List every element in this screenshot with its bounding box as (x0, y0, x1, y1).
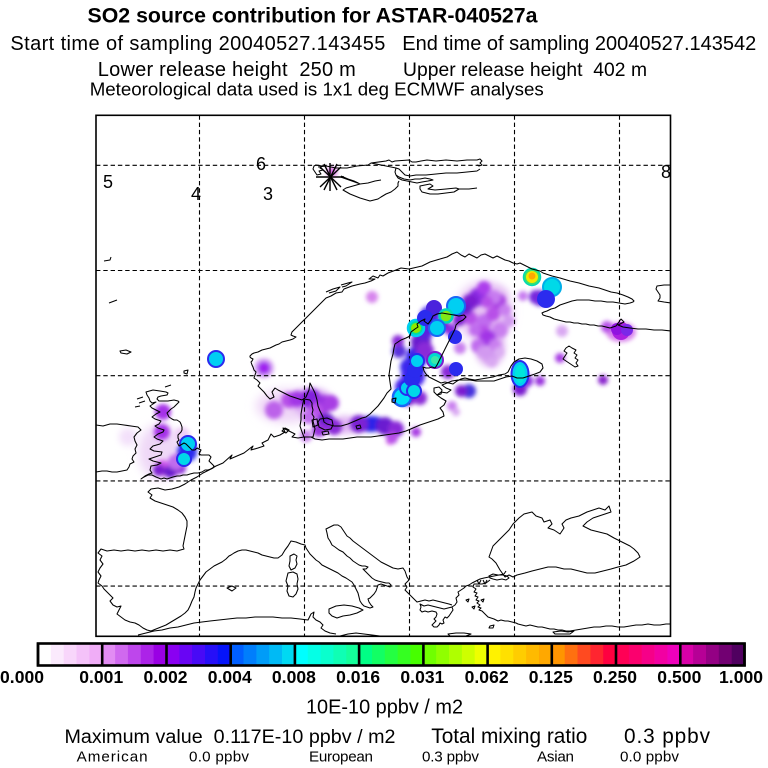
svg-text:0.0 ppbv: 0.0 ppbv (189, 749, 249, 766)
svg-text:Maximum value 0.117E-10 ppbv: Maximum value 0.117E-10 ppbv / m2 (65, 726, 396, 748)
svg-text:10E-10 ppbv / m2: 10E-10 ppbv / m2 (306, 697, 463, 719)
svg-text:American: American (77, 749, 148, 766)
svg-text:End time of sampling 20040527.: End time of sampling 20040527.143542 (402, 33, 756, 55)
svg-text:3: 3 (263, 184, 273, 204)
svg-text:0.125: 0.125 (529, 667, 573, 687)
svg-text:Start time of sampling 2004052: Start time of sampling 20040527.143455 (10, 33, 385, 55)
svg-text:0.002: 0.002 (144, 667, 188, 687)
svg-text:0.3 ppbv: 0.3 ppbv (624, 725, 711, 748)
svg-text:0.001: 0.001 (79, 667, 123, 687)
svg-text:0.500: 0.500 (657, 667, 701, 687)
svg-text:0.016: 0.016 (336, 667, 380, 687)
svg-text:0.3 ppbv: 0.3 ppbv (422, 749, 479, 766)
svg-text:European: European (309, 749, 373, 766)
svg-text:4: 4 (191, 184, 201, 204)
svg-text:0.0 ppbv: 0.0 ppbv (620, 749, 679, 766)
svg-text:Lower release height 250 m: Lower release height 250 m (98, 59, 356, 81)
svg-text:Upper release height 402 m: Upper release height 402 m (403, 60, 647, 81)
svg-text:Asian: Asian (537, 749, 574, 766)
svg-text:0.000: 0.000 (0, 667, 44, 687)
svg-text:Total mixing ratio: Total mixing ratio (431, 725, 587, 748)
svg-text:0.062: 0.062 (465, 667, 509, 687)
svg-text:Meteorological data used is 1x: Meteorological data used is 1x1 deg ECMW… (90, 79, 544, 100)
svg-text:SO2 source contribution for AS: SO2 source contribution for ASTAR-040527… (88, 4, 538, 28)
svg-text:0.004: 0.004 (208, 667, 252, 687)
svg-text:8: 8 (661, 162, 671, 182)
svg-text:0.008: 0.008 (272, 667, 316, 687)
svg-text:0.031: 0.031 (400, 667, 444, 687)
svg-text:6: 6 (256, 154, 266, 174)
svg-text:0.250: 0.250 (593, 667, 637, 687)
svg-text:1.000: 1.000 (719, 667, 763, 687)
svg-text:5: 5 (103, 172, 113, 192)
